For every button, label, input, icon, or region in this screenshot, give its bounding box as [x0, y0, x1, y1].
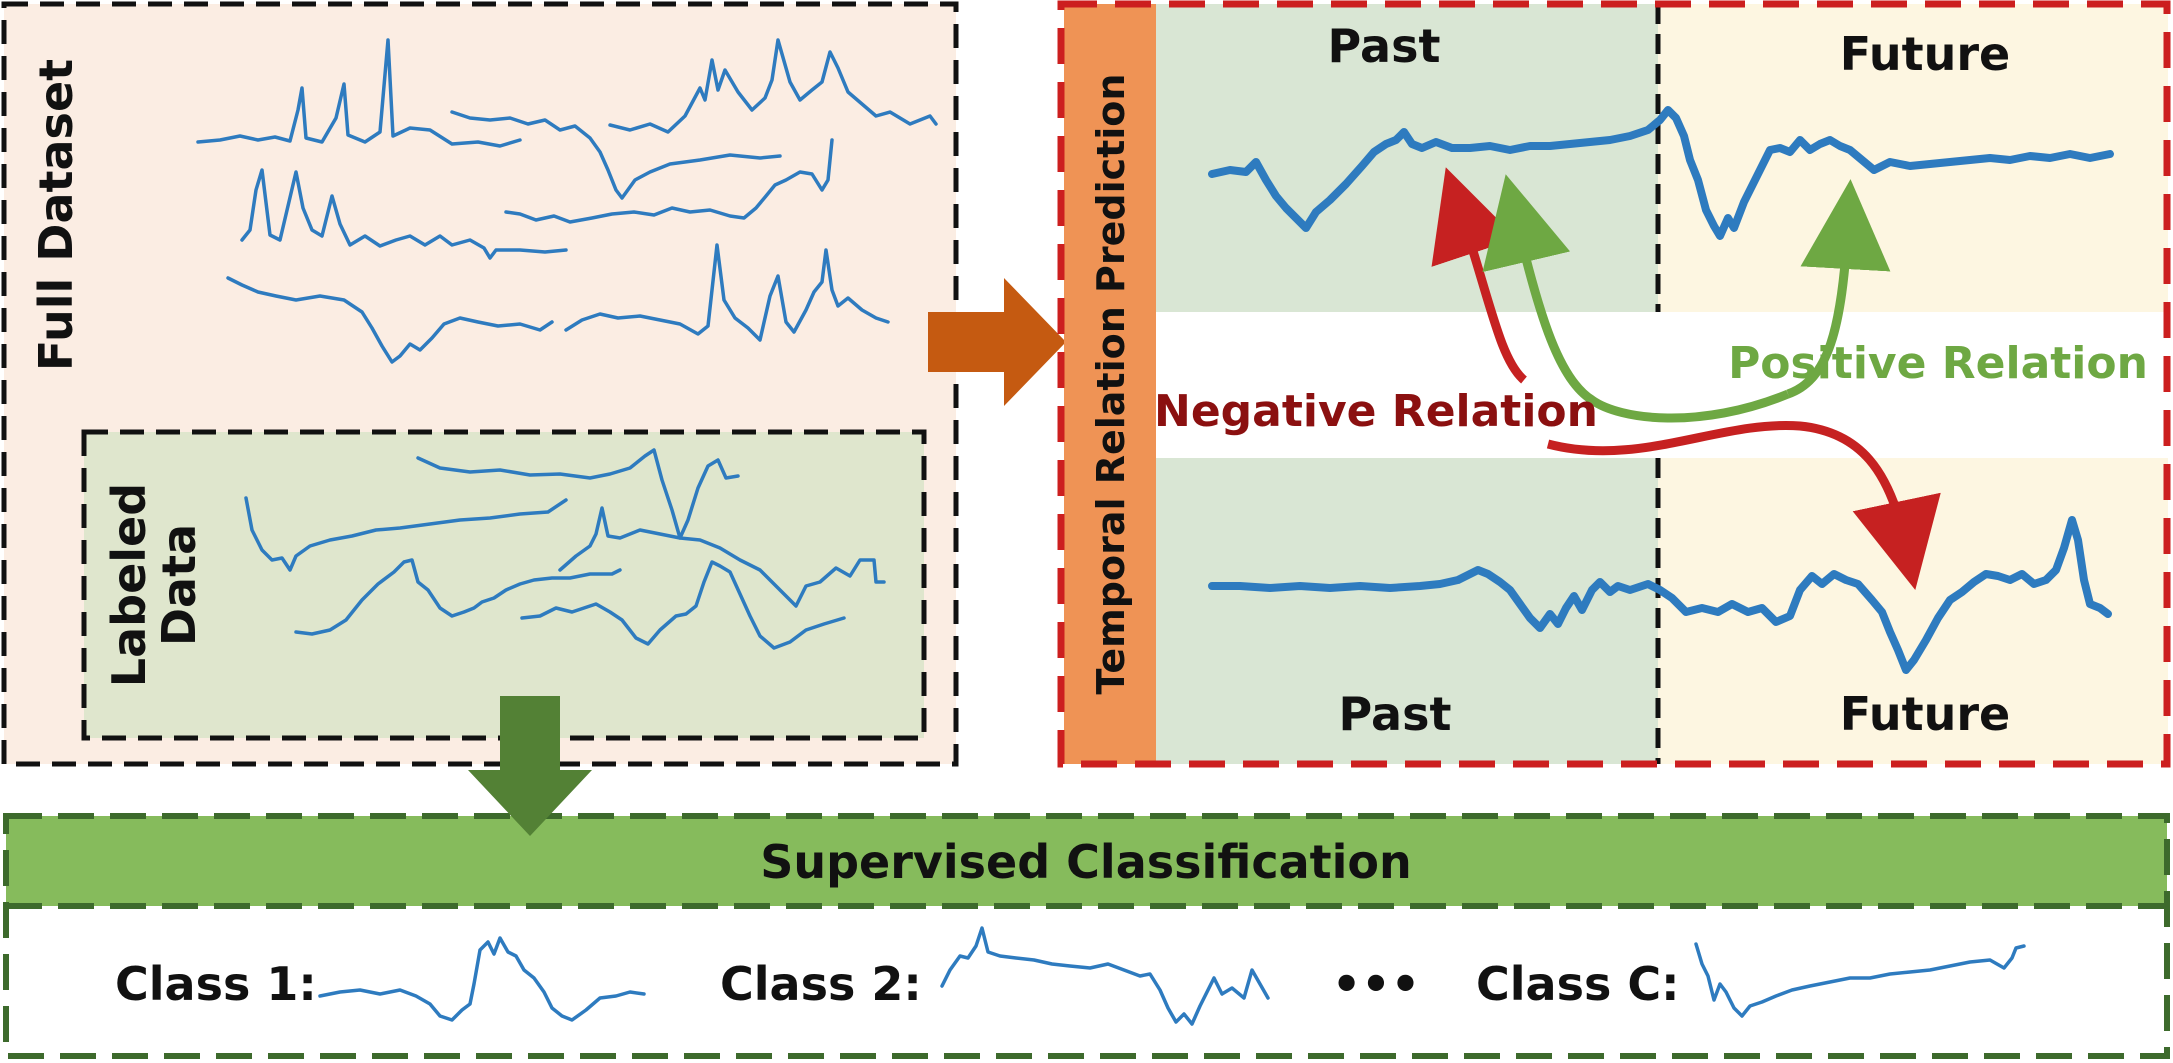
ellipsis-label: •••: [1332, 957, 1420, 1011]
series-line: [416, 448, 740, 540]
series-line: [196, 38, 522, 148]
future-bottom-label: Future: [1840, 687, 2011, 741]
series-line: [450, 110, 782, 200]
series-line: [1208, 106, 2114, 240]
trp-label: Temporal Relation Prediction: [1089, 74, 1133, 695]
series-line: [244, 496, 568, 572]
negative-relation-label: Negative Relation: [1154, 386, 1598, 437]
classification-title: Supervised Classification: [760, 835, 1412, 889]
labeled-line-1: Labeled: [102, 483, 156, 687]
labeled-line-2: Data: [152, 524, 206, 646]
past-top-label: Past: [1328, 19, 1441, 73]
past-bottom-label: Past: [1339, 687, 1452, 741]
series-line: [564, 243, 890, 342]
series-line: [558, 506, 886, 608]
right-arrow-icon: [928, 278, 1066, 406]
temporal-relation-panel: Temporal Relation Prediction Past Future…: [1057, 0, 2171, 768]
class-2-label: Class 2:: [720, 957, 922, 1011]
series-line: [226, 276, 554, 364]
series-line: [504, 138, 834, 224]
series-line: [294, 558, 622, 636]
labeled-data-label: Labeled Data: [102, 483, 206, 687]
down-arrow-icon: [468, 696, 592, 836]
class-c-label: Class C:: [1476, 957, 1680, 1011]
series-line: [520, 560, 846, 650]
labeled-data-series: [244, 448, 886, 650]
class-1-label: Class 1:: [115, 957, 317, 1011]
classification-panel: Supervised Classification Class 1: Class…: [3, 813, 2170, 1059]
positive-relation-arrow-icon: [1482, 174, 1790, 423]
series-line: [240, 168, 568, 260]
labeled-data-panel: Labeled Data: [81, 429, 927, 741]
full-dataset-label: Full Dataset: [29, 59, 83, 371]
trp-bar: [1064, 4, 1156, 764]
positive-relation-label: Positive Relation: [1728, 338, 2148, 389]
class-1-series: [318, 936, 646, 1022]
series-line: [1208, 516, 2112, 674]
class-2-series: [940, 926, 1270, 1026]
positive-relation-arrow-icon: [1786, 179, 1891, 399]
series-line: [608, 38, 938, 134]
negative-relation-arrow-icon: [1546, 420, 1941, 591]
future-top-label: Future: [1840, 27, 2011, 81]
class-c-series: [1694, 942, 2026, 1018]
full-dataset-series: [196, 38, 938, 364]
negative-relation-arrow-icon: [1431, 167, 1528, 384]
